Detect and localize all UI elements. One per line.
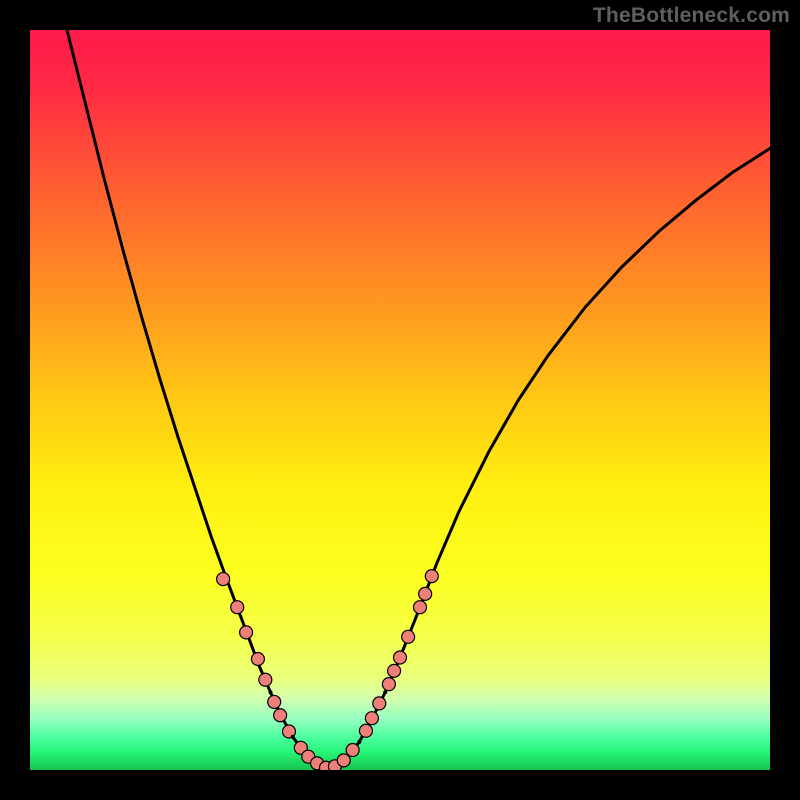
data-marker (388, 664, 401, 677)
data-marker (382, 678, 395, 691)
data-marker (274, 709, 287, 722)
data-marker (231, 601, 244, 614)
data-marker (413, 601, 426, 614)
chart-frame: TheBottleneck.com (0, 0, 800, 800)
curve-dot (357, 740, 361, 744)
data-marker (373, 697, 386, 710)
data-marker (217, 573, 230, 586)
data-marker (394, 651, 407, 664)
watermark-text: TheBottleneck.com (593, 4, 790, 28)
plot-svg (30, 30, 770, 770)
curve-dot (383, 690, 387, 694)
data-marker (240, 626, 253, 639)
data-marker (346, 744, 359, 757)
plot-area (30, 30, 770, 770)
curve-dot (291, 735, 295, 739)
data-marker (402, 630, 415, 643)
data-marker (425, 570, 438, 583)
data-marker (365, 712, 378, 725)
data-marker (359, 724, 372, 737)
data-marker (337, 754, 350, 767)
data-marker (268, 695, 281, 708)
data-marker (259, 673, 272, 686)
data-marker (251, 653, 264, 666)
data-marker (419, 587, 432, 600)
curve-dot (269, 690, 273, 694)
